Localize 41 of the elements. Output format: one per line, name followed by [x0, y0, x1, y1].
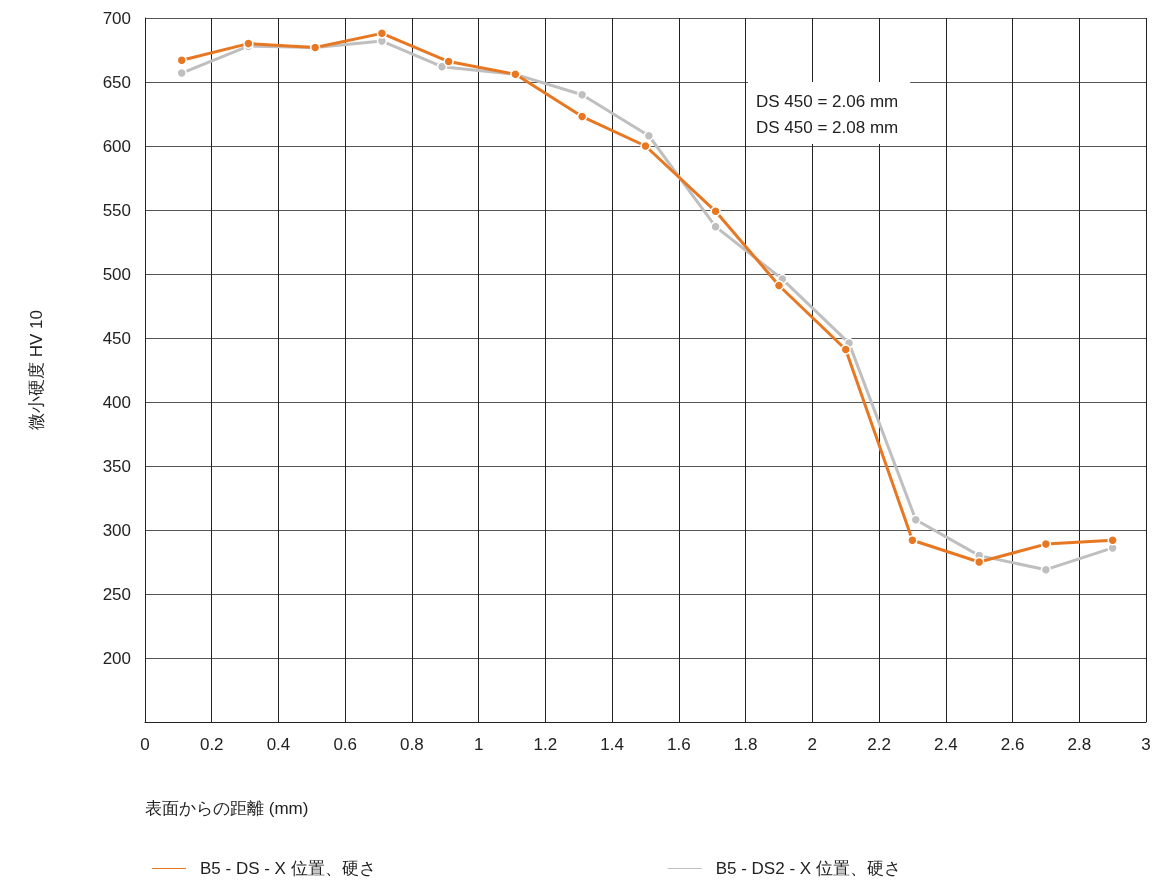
x-tick-label: 0.2 — [199, 735, 224, 754]
point — [773, 280, 785, 291]
point — [973, 556, 985, 568]
y-tick-label: 300 — [102, 520, 131, 540]
y-tick-label: 700 — [102, 8, 131, 28]
y-tick-label: 200 — [102, 648, 131, 668]
point — [376, 28, 388, 39]
y-tick-label: 250 — [102, 584, 131, 604]
x-tick-label: 3 — [1141, 735, 1151, 754]
x-tick-label: 0.4 — [266, 735, 291, 754]
x-tick-label: 2.2 — [867, 735, 891, 754]
y-tick-label: 650 — [102, 72, 131, 92]
x-tick-label: 0.8 — [400, 735, 424, 754]
annotation: DS 450 = 2.06 mm — [756, 91, 899, 111]
legend-label: B5 - DS2 - X 位置、硬さ — [715, 859, 901, 878]
x-tick-label: 2.6 — [1000, 735, 1025, 754]
y-tick-label: 550 — [102, 200, 131, 220]
x-axis-title: 表面からの距離 (mm) — [145, 799, 309, 818]
y-tick-label: 450 — [102, 328, 131, 348]
x-tick-label: 1.2 — [533, 735, 558, 754]
x-tick-label: 1.8 — [733, 735, 758, 754]
legend-label: B5 - DS - X 位置、硬さ — [200, 859, 376, 878]
y-tick-label: 350 — [102, 456, 131, 476]
x-tick-label: 0.6 — [333, 735, 358, 754]
point — [710, 206, 721, 217]
y-tick-label: 500 — [102, 264, 131, 284]
x-tick-label: 1.6 — [667, 735, 691, 754]
x-tick-label: 2.4 — [933, 735, 958, 754]
point — [576, 111, 588, 122]
x-tick-label: 0 — [140, 735, 150, 754]
x-tick-label: 1.4 — [600, 735, 624, 754]
point — [840, 344, 851, 355]
point — [443, 56, 454, 67]
point — [710, 221, 721, 232]
y-axis-title: 微小硬度 HV 10 — [27, 310, 46, 430]
annotation: DS 450 = 2.08 mm — [756, 117, 899, 137]
y-tick-label: 600 — [102, 136, 131, 156]
y-tick-label: 400 — [102, 392, 131, 412]
x-tick-label: 1 — [473, 735, 484, 754]
x-tick-label: 2 — [807, 735, 818, 754]
x-tick-label: 2.8 — [1067, 735, 1092, 754]
